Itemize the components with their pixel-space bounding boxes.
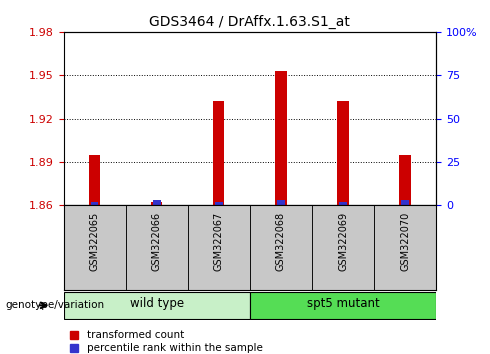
Text: genotype/variation: genotype/variation [5,300,104,310]
Text: GSM322069: GSM322069 [338,212,348,271]
Bar [250,292,436,319]
Bar [338,101,348,205]
Legend: transformed count, percentile rank within the sample: transformed count, percentile rank withi… [69,329,264,354]
Text: GSM322070: GSM322070 [400,212,410,272]
Bar [151,202,162,205]
Bar [215,202,222,205]
Text: spt5 mutant: spt5 mutant [307,297,379,310]
Bar [89,155,100,205]
Text: GSM322068: GSM322068 [276,212,286,271]
Title: GDS3464 / DrAffx.1.63.S1_at: GDS3464 / DrAffx.1.63.S1_at [149,15,350,29]
Bar [250,205,312,290]
Bar [213,101,224,205]
Bar [312,205,374,290]
Bar [64,205,126,290]
Text: GSM322066: GSM322066 [152,212,162,271]
Bar [275,71,287,205]
Bar [399,155,411,205]
Bar [153,200,161,205]
Bar [277,200,285,205]
Bar [126,205,188,290]
Text: GSM322065: GSM322065 [90,212,100,272]
Bar [91,202,98,205]
Bar [188,205,250,290]
Bar [64,292,250,319]
Bar [374,205,436,290]
Bar [401,200,409,205]
Text: wild type: wild type [130,297,184,310]
Bar [339,202,347,205]
Text: GSM322067: GSM322067 [214,212,224,272]
